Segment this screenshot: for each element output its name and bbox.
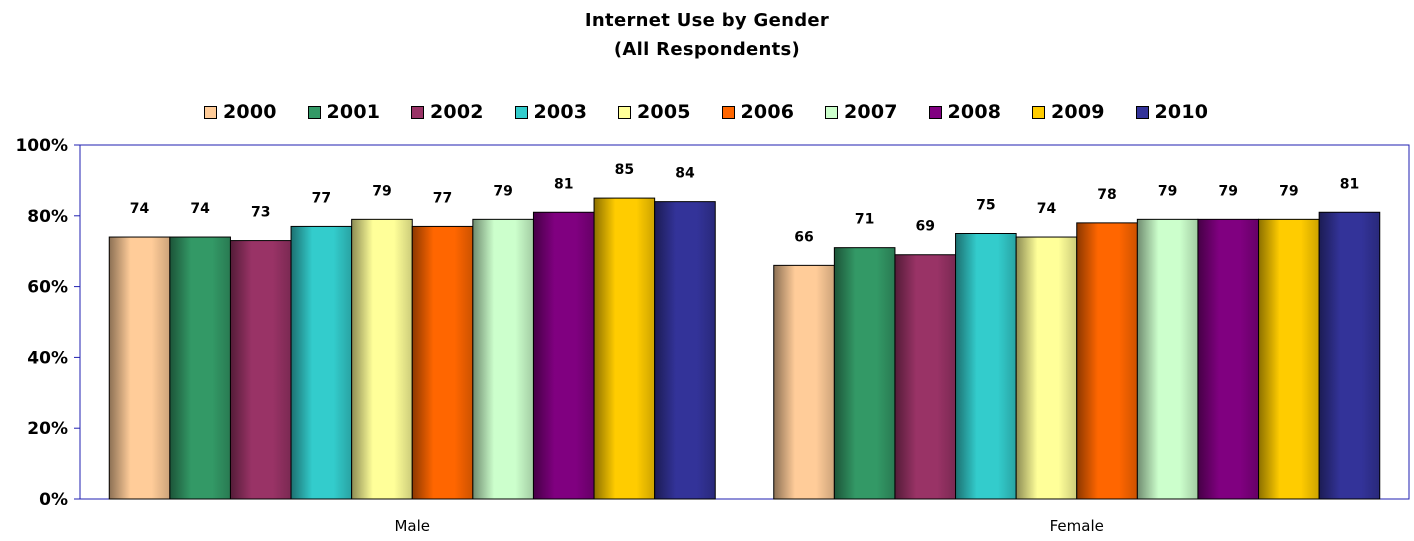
data-label: 66 — [794, 229, 813, 245]
y-tick-label: 40% — [27, 348, 68, 368]
legend-swatch — [411, 105, 424, 119]
legend-swatch — [721, 105, 735, 119]
legend-swatch — [204, 105, 217, 119]
bar-female-2003 — [955, 233, 1017, 500]
bar-female-2000 — [773, 264, 835, 500]
bar-male-2008 — [532, 211, 595, 500]
bar-male-2003 — [290, 225, 353, 500]
legend-swatch — [825, 105, 838, 119]
legend-label: 2007 — [844, 101, 898, 123]
legend-label: 2006 — [740, 101, 795, 123]
data-label: 73 — [251, 205, 270, 221]
bar-male-2002 — [229, 240, 292, 500]
y-tick-label: 80% — [27, 207, 68, 227]
legend-label: 2003 — [533, 101, 588, 123]
y-tick-label: 0% — [39, 490, 68, 510]
legend-label: 2000 — [223, 101, 277, 123]
bar-female-2005 — [1015, 236, 1078, 500]
legend-swatch — [1032, 105, 1045, 119]
bar-female-2006 — [1076, 222, 1138, 500]
bar-female-2001 — [833, 247, 896, 500]
legend-label: 2009 — [1051, 101, 1105, 123]
data-label: 79 — [1279, 183, 1298, 199]
y-tick-label: 60% — [27, 278, 68, 298]
legend-label: 2001 — [326, 101, 381, 123]
data-label: 69 — [916, 219, 935, 235]
x-category-label: Male — [394, 517, 430, 535]
data-label: 77 — [433, 190, 452, 206]
legend-item-2002: 2002 — [411, 99, 484, 125]
legend-label: 2002 — [430, 101, 484, 123]
chart-subtitle: (All Respondents) — [613, 39, 801, 60]
y-tick-label: 20% — [27, 419, 68, 439]
bar-male-2006 — [411, 225, 474, 500]
chart-title-line: Internet Use by Gender — [584, 10, 830, 31]
data-label: 81 — [1340, 176, 1359, 192]
bar-male-2001 — [169, 236, 231, 500]
data-label: 78 — [1097, 187, 1116, 203]
legend-item-2006: 2006 — [721, 99, 795, 125]
data-label: 85 — [615, 162, 634, 178]
legend-item-2005: 2005 — [618, 99, 691, 125]
legend-item-2001: 2001 — [307, 99, 381, 125]
data-label: 71 — [855, 212, 874, 228]
bar-female-2008 — [1197, 218, 1260, 500]
data-label: 77 — [312, 190, 331, 206]
data-label: 74 — [190, 201, 210, 217]
legend-label: 2005 — [637, 101, 691, 123]
data-label: 81 — [554, 176, 573, 192]
bar-male-2005 — [351, 218, 413, 500]
legend-label: 2008 — [947, 101, 1002, 123]
chart-title: Internet Use by Gender (All Respondents) — [0, 6, 1414, 64]
bar-female-2010 — [1318, 211, 1381, 500]
y-tick-label: 100% — [15, 136, 68, 156]
bar-male-2007 — [472, 218, 534, 500]
data-label: 75 — [976, 198, 995, 214]
data-label: 74 — [1037, 201, 1057, 217]
bar-female-2009 — [1258, 218, 1320, 500]
bar-male-2010 — [654, 201, 716, 500]
data-label: 84 — [675, 166, 695, 182]
legend-item-2003: 2003 — [514, 99, 588, 125]
legend-item-2007: 2007 — [825, 99, 898, 125]
legend-label: 2010 — [1154, 101, 1209, 123]
legend-item-2008: 2008 — [928, 99, 1002, 125]
x-category-label: Female — [1050, 517, 1104, 535]
legend-item-2010: 2010 — [1135, 99, 1209, 125]
data-label: 79 — [493, 183, 512, 199]
bar-male-2000 — [108, 236, 171, 500]
data-label: 74 — [130, 201, 150, 217]
data-label: 79 — [1158, 183, 1177, 199]
plot-frame — [79, 144, 1410, 500]
bar-female-2007 — [1136, 218, 1199, 500]
legend-item-2000: 2000 — [204, 99, 277, 125]
legend-item-2009: 2009 — [1032, 99, 1105, 125]
legend-swatch — [1135, 105, 1149, 119]
data-label: 79 — [372, 183, 391, 199]
legend-swatch — [307, 105, 321, 119]
bar-female-2002 — [894, 254, 957, 500]
legend: 2000 2001 2002 2003 2005 2006 2007 2008 2009 2010 — [0, 99, 1414, 125]
data-label: 79 — [1219, 183, 1238, 199]
legend-swatch — [928, 105, 942, 119]
legend-swatch — [514, 105, 528, 119]
bar-male-2009 — [593, 197, 656, 500]
legend-swatch — [618, 105, 631, 119]
